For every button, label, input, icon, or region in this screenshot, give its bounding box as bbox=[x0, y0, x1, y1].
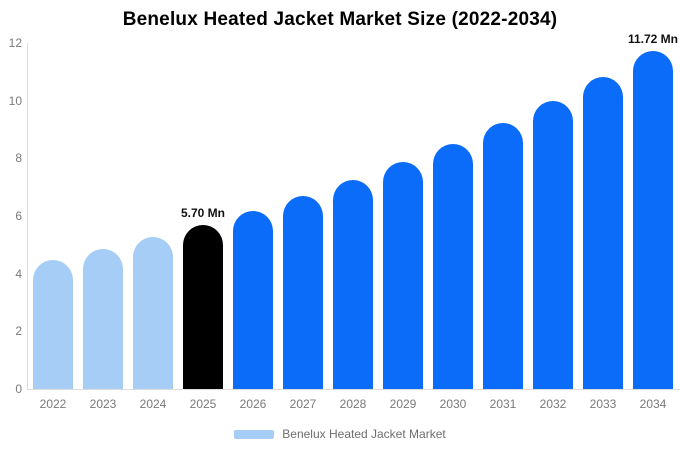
x-tick-label: 2024 bbox=[139, 397, 167, 411]
x-axis-line bbox=[27, 389, 680, 390]
legend: Benelux Heated Jacket Market bbox=[0, 427, 680, 441]
bar-2026 bbox=[233, 210, 273, 389]
bar-2028 bbox=[333, 179, 373, 389]
y-tick-label: 4 bbox=[15, 266, 22, 281]
value-label-2025: 5.70 Mn bbox=[180, 205, 225, 220]
y-axis-line bbox=[27, 43, 28, 389]
bar-2031 bbox=[483, 123, 523, 389]
x-tick-label: 2033 bbox=[589, 397, 617, 411]
bar-2025 bbox=[183, 224, 223, 389]
y-tick-label: 2 bbox=[15, 324, 22, 339]
x-tick-label: 2028 bbox=[339, 397, 367, 411]
y-tick-label: 6 bbox=[15, 209, 22, 223]
y-tick-label: 0 bbox=[15, 382, 22, 396]
bar-2030 bbox=[433, 143, 473, 389]
bar-2033 bbox=[583, 77, 623, 389]
y-tick-label: 12 bbox=[8, 36, 22, 50]
bar-2023 bbox=[83, 248, 123, 389]
y-tick-label: 8 bbox=[15, 151, 22, 166]
y-tick-label: 10 bbox=[8, 93, 22, 108]
x-tick-label: 2029 bbox=[389, 397, 417, 411]
bar-2029 bbox=[383, 162, 423, 389]
x-tick-label: 2034 bbox=[639, 397, 667, 411]
chart-title: Benelux Heated Jacket Market Size (2022-… bbox=[122, 9, 558, 30]
x-tick-label: 2026 bbox=[239, 397, 267, 411]
bar-2032 bbox=[533, 100, 573, 389]
bar-2022 bbox=[33, 259, 73, 389]
legend-swatch bbox=[234, 429, 275, 439]
bar-2024 bbox=[133, 237, 173, 389]
x-tick-label: 2030 bbox=[439, 397, 467, 411]
x-tick-label: 2031 bbox=[489, 397, 517, 411]
x-tick-label: 2022 bbox=[39, 397, 67, 411]
bar-2027 bbox=[283, 196, 323, 389]
x-tick-label: 2025 bbox=[189, 397, 217, 411]
x-tick-label: 2032 bbox=[539, 397, 567, 411]
value-label-2034: 11.72 Mn bbox=[627, 32, 679, 47]
legend-label: Benelux Heated Jacket Market bbox=[282, 427, 446, 441]
x-tick-label: 2027 bbox=[289, 397, 317, 411]
x-tick-label: 2023 bbox=[89, 397, 117, 411]
bar-2034 bbox=[633, 51, 673, 389]
